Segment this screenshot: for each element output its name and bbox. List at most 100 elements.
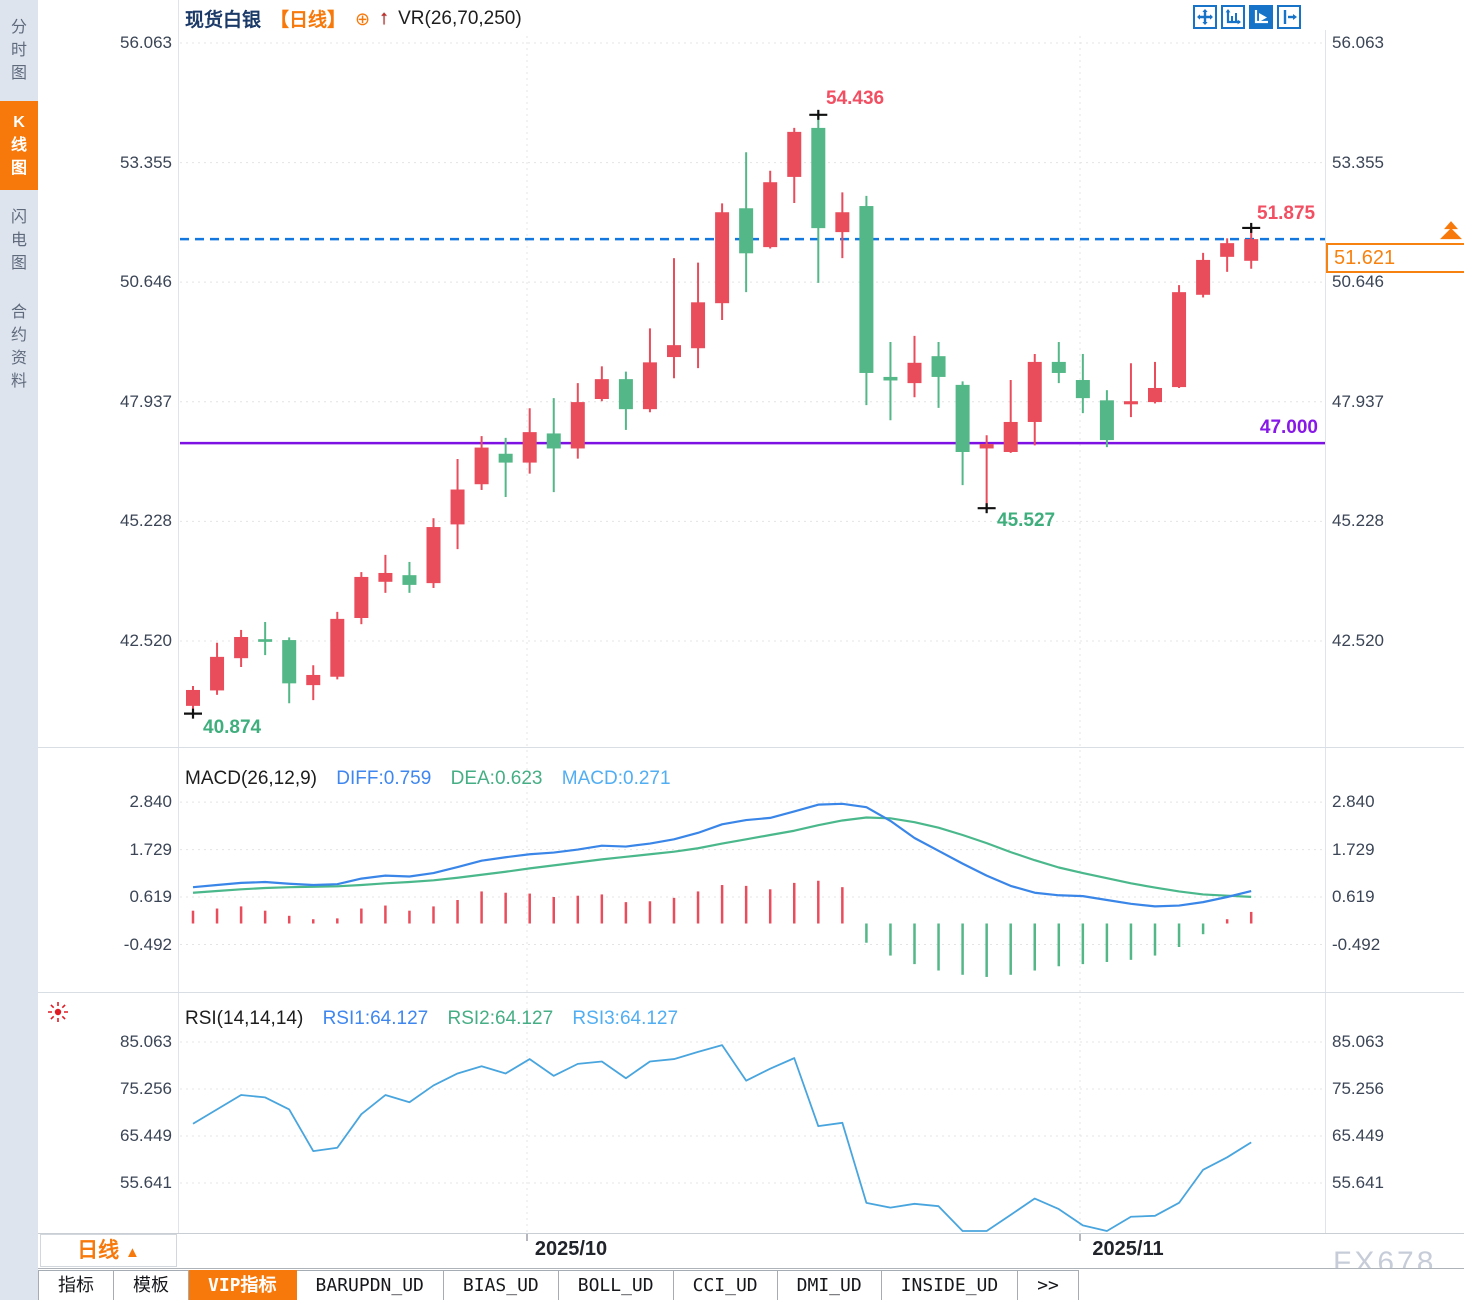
sidebar-item-kline-chart[interactable]: K线图 xyxy=(0,101,38,190)
tab-barupdn[interactable]: BARUPDN_UD xyxy=(296,1270,444,1300)
candlesticks xyxy=(186,114,1259,714)
y-axis-tick-label: 65.449 xyxy=(1332,1126,1384,1145)
x-axis-label-november: 2025/11 xyxy=(1092,1238,1164,1260)
candle xyxy=(618,379,633,410)
candle xyxy=(186,689,200,706)
candle xyxy=(1099,400,1114,441)
macd-macd-value: MACD:0.271 xyxy=(561,768,671,789)
y-axis-tick-label: 0.619 xyxy=(1332,887,1375,907)
period-dropdown-label: 日线 xyxy=(77,1239,120,1262)
candle xyxy=(498,453,513,463)
sidebar-item-time-chart[interactable]: 分时图 xyxy=(11,19,28,82)
candle xyxy=(835,212,850,233)
candle xyxy=(1220,243,1235,257)
macd-name: MACD(26,12,9) xyxy=(185,768,317,789)
macd-histogram xyxy=(191,880,1253,977)
candle xyxy=(594,379,609,400)
sidebar-item-contract-info[interactable]: 合约资料 xyxy=(11,304,28,390)
chart-header: 现货白银 【日线】 ⊕ ↑ VR(26,70,250) xyxy=(185,5,522,32)
y-axis-tick-label: -0.492 xyxy=(1332,934,1381,954)
shift-right-icon[interactable] xyxy=(1277,5,1301,29)
tab-more[interactable]: >> xyxy=(1018,1270,1079,1300)
tab-cci[interactable]: CCI_UD xyxy=(673,1270,778,1300)
y-axis-tick-label: 53.355 xyxy=(1332,152,1384,172)
tab-bias[interactable]: BIAS_UD xyxy=(443,1270,559,1300)
macd-dea-value: DEA:0.623 xyxy=(450,768,543,789)
candle xyxy=(474,447,489,485)
pan-tool-icon[interactable] xyxy=(1193,5,1217,29)
macd-diff-value: DIFF:0.759 xyxy=(336,768,432,789)
rsi1-value: RSI1:64.127 xyxy=(322,1008,429,1029)
indicator-alert-icon[interactable] xyxy=(46,1000,70,1024)
period-dropdown-button[interactable]: 日线 ▲ xyxy=(40,1234,177,1267)
tab-dmi[interactable]: DMI_UD xyxy=(777,1270,882,1300)
y-axis-tick-label: 47.937 xyxy=(120,391,172,411)
tab-vip-indicator[interactable]: VIP指标 xyxy=(189,1270,297,1300)
candle xyxy=(1051,361,1066,373)
tab-template[interactable]: 模板 xyxy=(114,1270,189,1300)
candle xyxy=(402,575,417,585)
add-indicator-icon[interactable]: ⊕ xyxy=(355,8,371,29)
candle xyxy=(1027,361,1042,422)
candle xyxy=(859,206,874,373)
y-axis-tick-label: 1.729 xyxy=(1332,839,1375,859)
candle xyxy=(763,182,778,248)
y-axis-tick-label: 55.641 xyxy=(1332,1173,1384,1192)
candle xyxy=(330,618,345,677)
candle xyxy=(979,444,994,449)
candle xyxy=(522,432,537,463)
recent-high-annotation: 51.875 xyxy=(1257,203,1316,224)
auto-scale-icon[interactable] xyxy=(1249,5,1273,29)
extreme-cross-marker xyxy=(809,109,828,120)
vr-indicator-label[interactable]: VR(26,70,250) xyxy=(398,7,522,29)
y-axis-tick-label: 47.937 xyxy=(1332,391,1384,411)
tab-indicator[interactable]: 指标 xyxy=(38,1270,114,1300)
candle xyxy=(234,636,249,659)
macd-panel-header: MACD(26,12,9) DIFF:0.759 DEA:0.623 MACD:… xyxy=(185,768,671,790)
triangle-up-icon: ▲ xyxy=(124,1244,140,1261)
symbol-name: 现货白银 xyxy=(185,10,262,31)
tab-boll[interactable]: BOLL_UD xyxy=(558,1270,674,1300)
candle xyxy=(378,572,393,582)
rsi-name: RSI(14,14,14) xyxy=(185,1008,304,1029)
y-axis-tick-label: 85.063 xyxy=(1332,1031,1384,1051)
candle xyxy=(1244,239,1259,261)
y-axis-tick-label: 0.619 xyxy=(129,887,172,907)
sidebar-item-lightning-chart[interactable]: 闪电图 xyxy=(11,209,28,272)
y-axis-tick-label: 42.520 xyxy=(120,630,172,650)
current-price-tag: 51.621 xyxy=(1326,243,1464,273)
candle xyxy=(1003,421,1018,452)
y-axis-tick-label: 2.840 xyxy=(129,792,172,812)
candle xyxy=(258,639,273,642)
y-axis-tick-label: 50.646 xyxy=(120,272,172,292)
candle xyxy=(787,131,802,177)
x-axis-label-october: 2025/10 xyxy=(534,1238,608,1260)
y-axis-tick-label: 45.228 xyxy=(120,511,172,531)
candle xyxy=(955,384,970,452)
y-axis-tick-label: -0.492 xyxy=(123,934,172,954)
candle xyxy=(354,576,369,619)
dip-price-annotation: 45.527 xyxy=(997,510,1056,531)
candle xyxy=(811,127,826,229)
extreme-cross-marker xyxy=(1242,222,1261,233)
rsi3-value: RSI3:64.127 xyxy=(572,1008,679,1029)
candle xyxy=(715,212,730,304)
axis-scale-icon[interactable] xyxy=(1221,5,1245,29)
rsi-line xyxy=(192,1044,1252,1232)
price-marker-icon xyxy=(1440,221,1462,240)
tab-inside[interactable]: INSIDE_UD xyxy=(881,1270,1019,1300)
extreme-cross-marker xyxy=(184,708,202,719)
candle xyxy=(1123,401,1138,405)
y-axis-tick-label: 2.840 xyxy=(1332,792,1375,812)
candle xyxy=(907,362,922,384)
candle xyxy=(1172,292,1187,388)
peak-price-annotation: 54.436 xyxy=(826,88,885,109)
chart-type-sidebar: 分时图 K线图 闪电图 合约资料 xyxy=(0,0,38,1300)
macd-diff-line xyxy=(192,802,1252,908)
period-label: 【日线】 xyxy=(270,10,347,31)
y-axis-tick-label: 55.641 xyxy=(120,1173,172,1192)
macd-dea-line xyxy=(192,816,1252,898)
rsi-panel-header: RSI(14,14,14) RSI1:64.127 RSI2:64.127 RS… xyxy=(185,1008,678,1030)
